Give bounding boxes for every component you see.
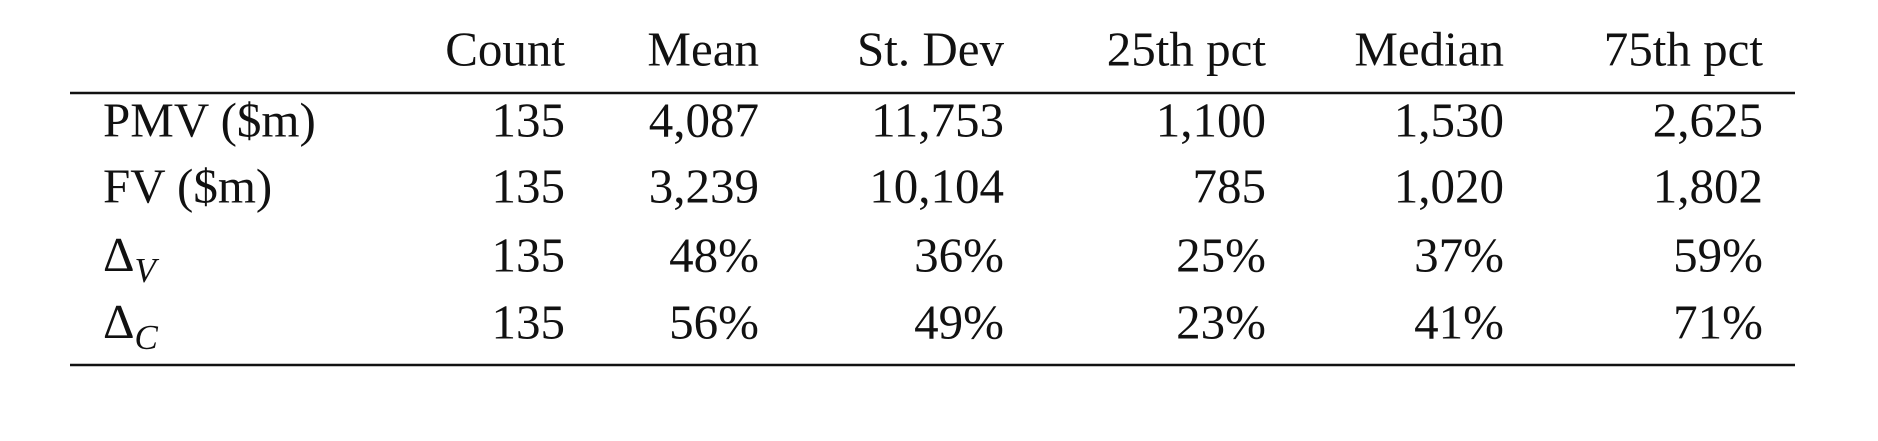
- cell: 135: [492, 294, 566, 349]
- column-header: 75th pct: [1604, 21, 1764, 76]
- cell: 36%: [914, 227, 1004, 282]
- column-header: 25th pct: [1107, 21, 1267, 76]
- label-symbol: Δ: [103, 294, 135, 349]
- cell: 1,100: [1156, 92, 1266, 147]
- cell: 10,104: [869, 158, 1004, 213]
- label-subscript: V: [135, 251, 160, 290]
- cell: 1,530: [1394, 92, 1504, 147]
- label-symbol: Δ: [103, 227, 135, 282]
- row-label: PMV ($m): [103, 92, 316, 147]
- column-header: Median: [1354, 21, 1504, 76]
- cell: 23%: [1176, 294, 1266, 349]
- cell: 56%: [669, 294, 759, 349]
- cell: 41%: [1414, 294, 1504, 349]
- cell: 71%: [1673, 294, 1763, 349]
- row-label: ΔC: [103, 294, 159, 357]
- column-header: Count: [445, 21, 565, 76]
- cell: 135: [492, 158, 566, 213]
- cell: 785: [1193, 158, 1267, 213]
- row-label: ΔV: [103, 227, 160, 290]
- cell: 4,087: [649, 92, 759, 147]
- cell: 25%: [1176, 227, 1266, 282]
- cell: 2,625: [1653, 92, 1763, 147]
- cell: 135: [492, 227, 566, 282]
- label-subscript: C: [135, 318, 159, 357]
- row-label: FV ($m): [103, 158, 272, 213]
- cell: 135: [492, 92, 566, 147]
- cell: 49%: [914, 294, 1004, 349]
- column-header: St. Dev: [857, 21, 1005, 76]
- cell: 3,239: [649, 158, 759, 213]
- cell: 59%: [1673, 227, 1763, 282]
- cell: 48%: [669, 227, 759, 282]
- cell: 1,802: [1653, 158, 1763, 213]
- column-header: Mean: [647, 21, 759, 76]
- cell: 37%: [1414, 227, 1504, 282]
- cell: 1,020: [1394, 158, 1504, 213]
- cell: 11,753: [871, 92, 1004, 147]
